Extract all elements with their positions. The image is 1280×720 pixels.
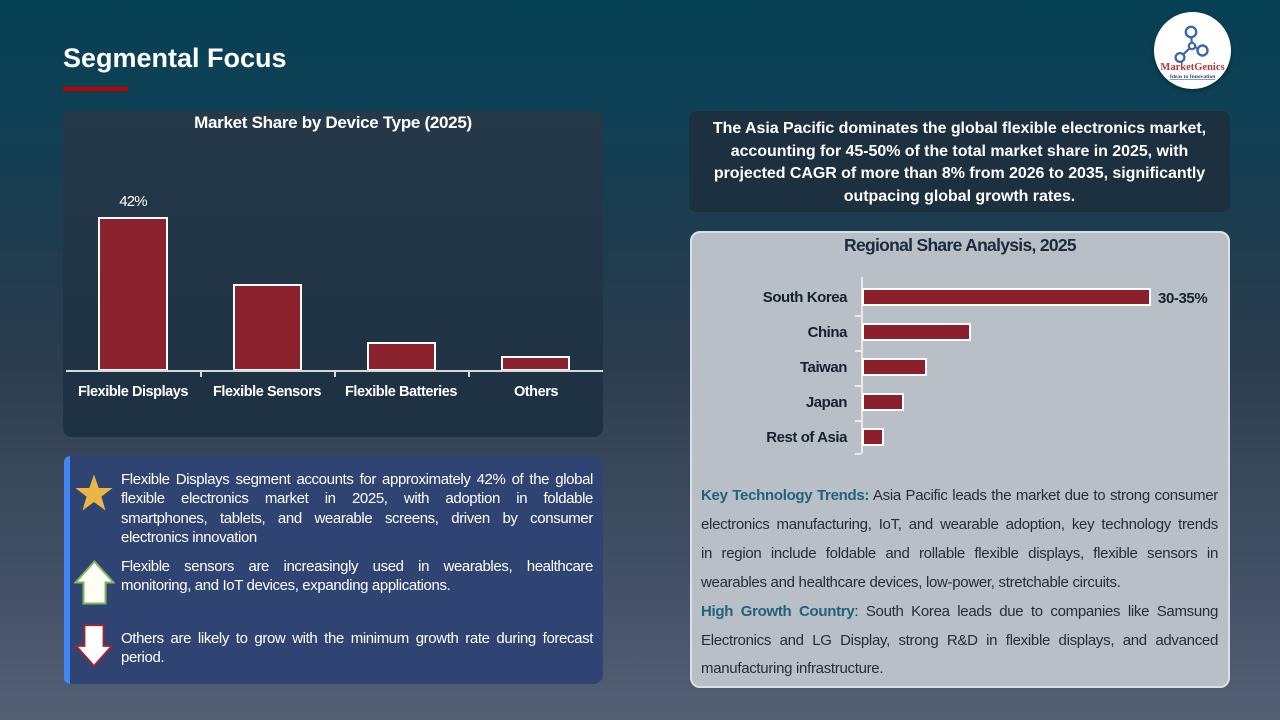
svg-text:Ideas to Innovation: Ideas to Innovation xyxy=(1170,74,1216,80)
svg-text:MarketGenics: MarketGenics xyxy=(1160,62,1224,73)
